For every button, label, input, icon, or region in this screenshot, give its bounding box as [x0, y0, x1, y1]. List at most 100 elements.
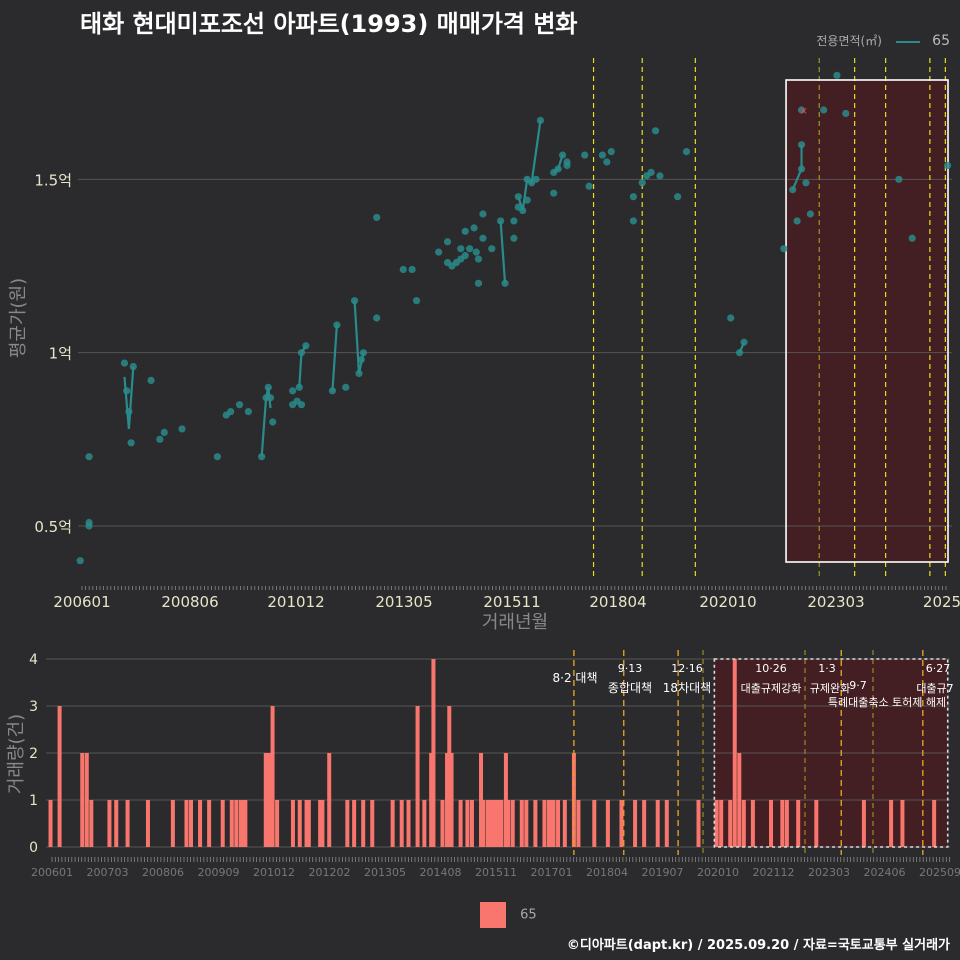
x-tick-label: 201907	[642, 866, 684, 879]
price-point	[227, 408, 235, 416]
x-tick-label: 201804	[586, 866, 628, 879]
price-point	[461, 227, 469, 235]
volume-bar	[728, 800, 733, 847]
x-tick-label: 200806	[161, 593, 218, 611]
volume-bar	[270, 706, 275, 847]
y-axis-title: 평균가(원)	[8, 278, 29, 358]
volume-bar	[114, 800, 119, 847]
price-point	[269, 418, 277, 426]
x-tick-label: 201305	[364, 866, 406, 879]
price-point	[532, 175, 540, 183]
volume-bar	[345, 800, 350, 847]
volume-bar	[189, 800, 194, 847]
price-chart: 0.5억 1억 1.5억 × 200601 200806 201012 201305 20151…	[8, 58, 960, 633]
price-point	[266, 394, 275, 402]
event-annotation-date: 1·3	[818, 662, 836, 675]
volume-bar	[592, 800, 597, 847]
event-annotation-label: 대출규제강화	[741, 682, 802, 695]
x-tick-label: 201511	[475, 866, 517, 879]
volume-bar	[490, 800, 495, 847]
volume-bar	[542, 800, 547, 847]
volume-bar	[719, 800, 724, 847]
price-point	[598, 151, 607, 159]
price-point	[399, 265, 407, 274]
volume-bar	[297, 800, 302, 847]
price-point	[497, 217, 505, 225]
volume-bar	[576, 800, 581, 847]
event-annotation-label: 규제완화	[810, 682, 850, 695]
volume-bar	[184, 800, 189, 847]
event-annotation-date: 6·27	[926, 662, 951, 675]
event-annotation-date: 9·7	[849, 679, 867, 692]
volume-bar	[107, 800, 112, 847]
volume-bar	[546, 800, 551, 847]
x-tick-label: 201701	[531, 866, 573, 879]
price-point	[160, 428, 168, 436]
volume-bar	[861, 800, 866, 847]
x-tick-label: 200909	[198, 866, 240, 879]
volume-bar	[268, 753, 273, 847]
volume-bar	[422, 800, 427, 847]
price-point	[474, 279, 483, 287]
price-point	[647, 168, 655, 176]
price-point	[435, 248, 443, 256]
price-point	[656, 172, 664, 180]
price-point	[943, 161, 952, 170]
price-point	[472, 248, 480, 256]
price-point	[359, 349, 368, 357]
x-tick-label: 200806	[142, 866, 184, 879]
volume-bar	[390, 800, 395, 847]
price-point	[297, 349, 306, 357]
price-point	[461, 252, 469, 260]
price-point	[510, 217, 518, 225]
volume-bar	[320, 800, 325, 847]
price-point	[147, 376, 155, 384]
volume-bar	[562, 800, 567, 847]
price-point	[802, 179, 810, 187]
volume-bar	[263, 753, 268, 847]
chart-title: 태화 현대미포조선 아파트(1993) 매매가격 변화	[80, 10, 578, 38]
event-annotation-date: 12·16	[671, 662, 703, 675]
price-point	[474, 255, 483, 263]
volume-bar	[497, 800, 502, 847]
price-point	[488, 245, 496, 253]
volume-bar	[524, 800, 529, 847]
price-point	[797, 141, 806, 149]
price-line	[331, 324, 338, 391]
price-point	[76, 557, 84, 565]
legend-line-swatch	[896, 40, 921, 43]
price-point	[328, 387, 337, 395]
price-point	[842, 109, 850, 118]
volume-bar	[619, 800, 624, 847]
price-point	[674, 193, 682, 201]
volume-bar	[229, 800, 234, 847]
price-point	[550, 189, 558, 197]
price-point	[895, 175, 903, 183]
price-point	[408, 265, 416, 274]
price-point	[558, 151, 567, 159]
price-point	[258, 453, 266, 461]
price-point	[295, 383, 303, 391]
volume-bar	[556, 800, 561, 847]
price-point	[603, 158, 611, 166]
y-tick-label: 3	[29, 699, 38, 715]
price-point	[333, 321, 341, 329]
price-point	[501, 279, 509, 287]
volume-bar	[741, 800, 746, 847]
legend-top-value: 65	[932, 33, 950, 49]
x-tick-label: 202509	[919, 866, 960, 879]
volume-bar	[488, 800, 493, 847]
price-point	[908, 234, 916, 242]
price-point	[607, 148, 615, 156]
legend-bottom: 65	[480, 902, 537, 928]
price-point	[373, 213, 381, 222]
price-point	[581, 151, 589, 159]
volume-bar	[234, 800, 239, 847]
volume-bar	[275, 800, 280, 847]
price-point	[302, 342, 310, 350]
volume-bar	[714, 800, 719, 847]
volume-bar	[519, 800, 524, 847]
event-annotation-label: 18차대책	[663, 680, 711, 695]
volume-bar	[370, 800, 375, 847]
volume-bar	[220, 800, 225, 847]
